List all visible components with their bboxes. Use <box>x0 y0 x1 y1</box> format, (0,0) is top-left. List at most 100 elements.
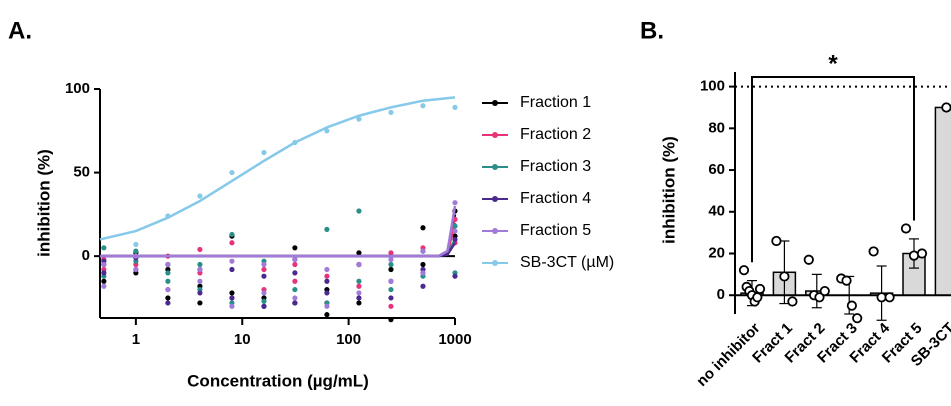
data-point <box>165 295 171 301</box>
data-point <box>292 295 298 301</box>
data-point <box>197 290 203 296</box>
data-point <box>388 109 394 116</box>
x-tick-label: 100 <box>336 331 361 348</box>
data-point <box>197 261 203 268</box>
data-point <box>452 228 458 234</box>
fit-curve <box>100 214 457 258</box>
data-point <box>420 270 426 276</box>
data-point <box>229 266 235 273</box>
data-point <box>261 303 267 309</box>
legend-marker <box>492 132 498 138</box>
data-point <box>324 312 330 318</box>
data-point <box>846 300 857 311</box>
data-point <box>771 235 782 247</box>
panel-label: A. <box>8 17 32 44</box>
significance-bracket <box>751 76 915 263</box>
y-axis-label: inhibition (%) <box>34 149 53 257</box>
data-point <box>133 248 139 254</box>
data-point <box>197 300 203 306</box>
data-point <box>133 266 139 273</box>
legend-label: Fraction 1 <box>520 94 591 111</box>
data-point <box>388 266 394 273</box>
data-point <box>292 270 298 276</box>
data-point <box>261 149 267 156</box>
data-point <box>197 266 203 273</box>
data-point <box>388 295 394 301</box>
data-point <box>292 278 298 284</box>
y-tick-label: 100 <box>65 80 90 97</box>
data-point <box>356 261 362 268</box>
legend-label: Fraction 5 <box>520 222 591 239</box>
y-tick-label: 0 <box>717 286 725 303</box>
fit-curve <box>100 222 457 258</box>
data-point <box>841 275 852 286</box>
data-point <box>197 193 203 199</box>
fit-curve <box>99 96 456 241</box>
data-point <box>229 290 235 296</box>
data-point <box>101 278 107 284</box>
data-point <box>356 116 362 122</box>
x-tick-label: 10 <box>234 331 251 348</box>
y-tick-label: 100 <box>700 78 725 95</box>
data-point <box>101 245 107 251</box>
data-point <box>261 290 267 296</box>
legend-marker <box>492 164 498 170</box>
data-point <box>752 292 763 303</box>
data-point <box>941 102 951 113</box>
x-axis-label: Concentration (µg/mL) <box>187 371 369 390</box>
data-point <box>388 317 394 323</box>
data-point <box>324 303 330 309</box>
data-point <box>388 303 394 309</box>
data-point <box>261 298 267 304</box>
data-point <box>324 278 330 284</box>
data-point <box>165 300 171 306</box>
bar <box>934 106 951 296</box>
data-point <box>261 273 267 279</box>
data-point <box>452 104 458 110</box>
data-point <box>292 261 298 268</box>
data-point <box>452 236 458 243</box>
data-point <box>356 208 362 214</box>
data-point <box>388 286 394 293</box>
data-point <box>388 261 394 268</box>
data-point <box>324 266 330 273</box>
data-point <box>197 246 203 253</box>
fit-curve <box>100 238 457 258</box>
data-point <box>324 273 330 279</box>
data-point <box>452 273 458 279</box>
data-point <box>452 223 458 229</box>
y-tick-label: 60 <box>708 161 725 178</box>
data-point <box>229 231 235 238</box>
x-tick-label: 1000 <box>438 331 471 348</box>
data-point <box>133 241 139 248</box>
data-point <box>356 295 362 301</box>
data-point <box>229 240 235 246</box>
legend-label: Fraction 4 <box>520 190 591 207</box>
data-point <box>229 295 235 301</box>
data-point <box>420 261 426 268</box>
data-point <box>197 278 203 284</box>
data-point <box>884 292 895 303</box>
data-point <box>101 261 107 268</box>
data-point <box>324 290 330 296</box>
data-point <box>779 271 790 282</box>
y-tick-label: 40 <box>708 203 725 220</box>
legend-label: Fraction 2 <box>520 126 591 143</box>
data-point <box>908 250 920 261</box>
x-tick-label: 1 <box>132 331 140 348</box>
data-point <box>388 278 394 284</box>
fit-curve <box>100 205 457 258</box>
data-point <box>101 270 107 276</box>
legend-label: Fraction 3 <box>520 158 591 175</box>
data-point <box>356 250 362 256</box>
data-point <box>868 246 879 257</box>
data-point <box>852 313 863 324</box>
data-point <box>292 245 298 251</box>
data-point <box>819 285 830 297</box>
data-point <box>356 278 362 284</box>
data-point <box>292 256 298 263</box>
legend-marker <box>492 196 498 202</box>
y-axis-label: inhibition (%) <box>659 136 678 244</box>
y-tick-label: 20 <box>708 244 725 261</box>
